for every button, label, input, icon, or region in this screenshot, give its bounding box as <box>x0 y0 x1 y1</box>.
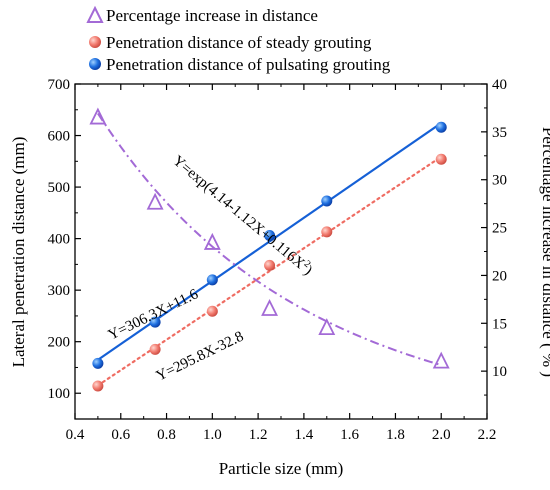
legend-entry-percentage: Percentage increase in distance <box>106 6 318 25</box>
y-right-tick-label: 40 <box>492 77 507 93</box>
tick-labels: 0.4 0.6 0.8 1.0 1.2 1.4 1.6 1.8 2.0 2.2 100 200 300 4… <box>48 77 508 443</box>
y-right-tick-label: 35 <box>492 125 507 141</box>
x-tick-label: 1.4 <box>295 427 314 443</box>
pulsating-point <box>206 274 218 286</box>
y-left-tick-label: 100 <box>48 386 71 402</box>
y-left-tick-label: 600 <box>48 129 71 145</box>
pulsating-point <box>435 121 447 133</box>
steady-point <box>264 259 276 271</box>
equation-percentage-main: Y=exp(4.14-1.12X+0.116X <box>169 153 307 273</box>
legend-entry-pulsating: Penetration distance of pulsating grouti… <box>106 55 391 74</box>
x-tick-label: 0.4 <box>66 427 85 443</box>
percentage-point <box>146 192 164 210</box>
steady-point <box>321 226 333 238</box>
y-right-tick-label: 15 <box>492 316 507 332</box>
y-left-tick-label: 300 <box>48 283 71 299</box>
legend-pulsating-marker <box>89 58 101 70</box>
x-tick-label: 1.6 <box>340 427 359 443</box>
y-right-tick-label: 20 <box>492 268 507 284</box>
legend-triangle-marker <box>86 5 104 23</box>
percentage-point <box>203 232 221 250</box>
pulsating-point <box>92 357 104 369</box>
axis-ticks <box>74 83 488 420</box>
steady-point <box>92 380 104 392</box>
percentage-fit-curve <box>97 112 442 367</box>
y-left-tick-label: 700 <box>48 77 71 93</box>
x-tick-label: 0.8 <box>157 427 176 443</box>
pulsating-point <box>321 195 333 207</box>
x-tick-label: 1.8 <box>386 427 405 443</box>
y-right-tick-label: 10 <box>492 364 507 380</box>
pulsating-point <box>264 230 276 242</box>
x-tick-label: 0.6 <box>111 427 130 443</box>
x-tick-label: 1.0 <box>203 427 222 443</box>
legend: Percentage increase in distance Penetrat… <box>86 5 391 74</box>
steady-fit-line <box>96 155 443 387</box>
percentage-point <box>261 298 279 316</box>
percentage-point <box>89 107 107 125</box>
equation-pulsating: Y=306.3X+11.6 <box>106 286 202 344</box>
equation-percentage-superscript: 2 <box>302 258 313 270</box>
y-axis-right-title: Percentage increase in distance ( % ) <box>539 127 550 377</box>
x-tick-label: 2.0 <box>432 427 451 443</box>
equation-steady: Y=295.8X-32.8 <box>154 329 247 385</box>
steady-point <box>149 343 161 355</box>
y-right-tick-label: 25 <box>492 221 507 237</box>
y-axis-left-title: Lateral penetration distance (mm) <box>9 137 28 368</box>
y-left-tick-label: 200 <box>48 335 71 351</box>
x-tick-label: 1.2 <box>249 427 268 443</box>
steady-point <box>435 153 447 165</box>
y-left-tick-label: 400 <box>48 232 71 248</box>
steady-point <box>206 305 218 317</box>
series-markers <box>89 107 450 392</box>
y-left-tick-label: 500 <box>48 180 71 196</box>
pulsating-point <box>149 316 161 328</box>
legend-entry-steady: Penetration distance of steady grouting <box>106 33 372 52</box>
series-lines <box>96 112 443 387</box>
legend-steady-marker <box>89 36 101 48</box>
percentage-point <box>318 318 336 336</box>
x-tick-label: 2.2 <box>478 427 497 443</box>
y-right-tick-label: 30 <box>492 173 507 189</box>
percentage-point <box>432 351 450 369</box>
x-axis-title: Particle size (mm) <box>219 459 344 478</box>
